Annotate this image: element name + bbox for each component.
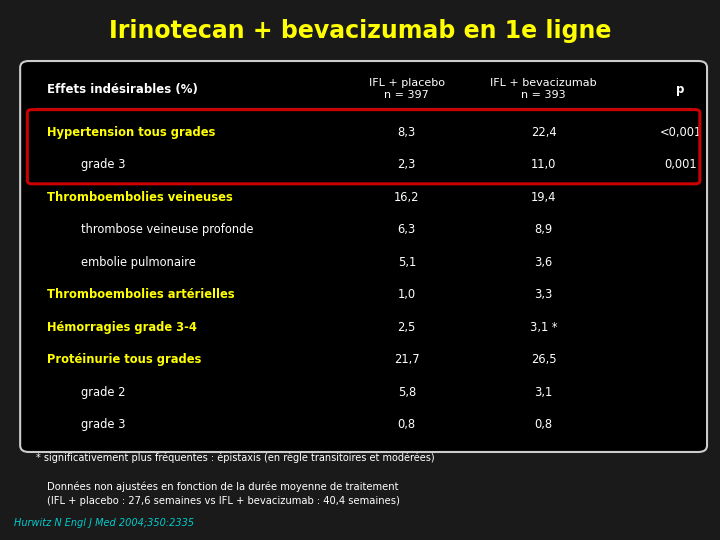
- FancyBboxPatch shape: [20, 61, 707, 452]
- Text: 16,2: 16,2: [394, 191, 420, 204]
- Text: Protéinurie tous grades: Protéinurie tous grades: [47, 353, 201, 367]
- Text: Hurwitz N Engl J Med 2004;350:2335: Hurwitz N Engl J Med 2004;350:2335: [14, 518, 194, 528]
- Text: IFL + placebo
n = 397: IFL + placebo n = 397: [369, 78, 445, 100]
- Text: grade 2: grade 2: [81, 386, 126, 399]
- Text: thrombose veineuse profonde: thrombose veineuse profonde: [81, 224, 254, 237]
- Text: Thromboembolies artérielles: Thromboembolies artérielles: [47, 288, 235, 301]
- Text: 11,0: 11,0: [531, 158, 557, 171]
- Text: 2,3: 2,3: [397, 158, 416, 171]
- Text: 8,3: 8,3: [397, 126, 416, 139]
- Text: Données non ajustées en fonction de la durée moyenne de traitement
(IFL + placeb: Données non ajustées en fonction de la d…: [47, 482, 400, 506]
- Text: 21,7: 21,7: [394, 353, 420, 367]
- Text: 1,0: 1,0: [397, 288, 416, 301]
- Text: 6,3: 6,3: [397, 224, 416, 237]
- Text: Thromboembolies veineuses: Thromboembolies veineuses: [47, 191, 233, 204]
- Text: 0,8: 0,8: [534, 418, 553, 431]
- Text: 0,001: 0,001: [664, 158, 697, 171]
- Text: 19,4: 19,4: [531, 191, 557, 204]
- Text: 3,1: 3,1: [534, 386, 553, 399]
- Text: 8,9: 8,9: [534, 224, 553, 237]
- Text: 3,1 *: 3,1 *: [530, 321, 557, 334]
- Text: Irinotecan + bevacizumab en 1e ligne: Irinotecan + bevacizumab en 1e ligne: [109, 19, 611, 43]
- Text: 2,5: 2,5: [397, 321, 416, 334]
- Text: 3,3: 3,3: [534, 288, 553, 301]
- Text: Hémorragies grade 3-4: Hémorragies grade 3-4: [47, 321, 197, 334]
- Text: grade 3: grade 3: [81, 158, 126, 171]
- Text: 3,6: 3,6: [534, 256, 553, 269]
- Text: 26,5: 26,5: [531, 353, 557, 367]
- Text: 0,8: 0,8: [397, 418, 416, 431]
- Text: grade 3: grade 3: [81, 418, 126, 431]
- Text: Hypertension tous grades: Hypertension tous grades: [47, 126, 215, 139]
- Text: <0,001: <0,001: [660, 126, 701, 139]
- Text: IFL + bevacizumab
n = 393: IFL + bevacizumab n = 393: [490, 78, 597, 100]
- Text: 22,4: 22,4: [531, 126, 557, 139]
- Text: p: p: [676, 83, 685, 96]
- Text: Effets indésirables (%): Effets indésirables (%): [47, 83, 198, 96]
- Text: 5,8: 5,8: [397, 386, 416, 399]
- Text: 5,1: 5,1: [397, 256, 416, 269]
- Text: embolie pulmonaire: embolie pulmonaire: [81, 256, 197, 269]
- Text: * significativement plus fréquentes : épistaxis (en règle transitoires et modéré: * significativement plus fréquentes : ép…: [36, 453, 435, 463]
